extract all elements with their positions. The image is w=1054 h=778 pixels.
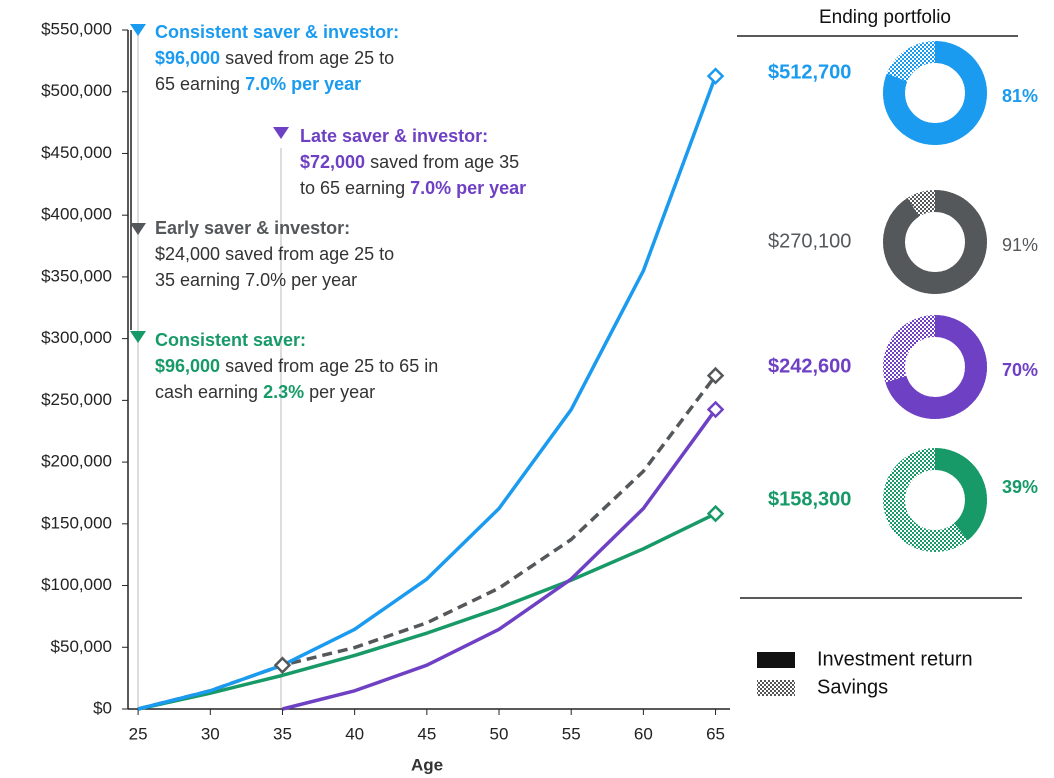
donut-return xyxy=(883,41,987,145)
y-tick-label: $150,000 xyxy=(41,513,112,532)
x-tick-label: 30 xyxy=(201,724,220,743)
portfolio-title: Ending portfolio xyxy=(819,7,951,28)
note-text: saved from age 25 to xyxy=(220,48,394,68)
note-title: Consistent saver & investor: xyxy=(155,22,399,42)
note-text: saved from age 25 to 65 in xyxy=(220,356,438,376)
y-tick-label: $450,000 xyxy=(41,143,112,162)
x-axis-label: Age xyxy=(411,755,443,774)
series-line xyxy=(137,512,717,711)
note-line: cash earning 2.3% per year xyxy=(155,382,375,402)
note-text: per year xyxy=(304,382,375,402)
series-line xyxy=(137,374,717,711)
y-tick-label: $550,000 xyxy=(41,19,112,38)
note-line: 35 earning 7.0% per year xyxy=(155,270,357,290)
x-tick-label: 60 xyxy=(634,724,653,743)
note-title: Consistent saver: xyxy=(155,330,306,350)
note-marker xyxy=(130,24,146,36)
portfolio-value: $242,600 xyxy=(768,355,851,377)
x-tick-label: 55 xyxy=(562,724,581,743)
portfolio-value: $270,100 xyxy=(768,230,851,252)
note-text: 7.0% per year xyxy=(245,74,361,94)
x-tick-label: 25 xyxy=(129,724,148,743)
y-tick-label: $250,000 xyxy=(41,390,112,409)
note-line: $24,000 saved from age 25 to xyxy=(155,244,394,264)
portfolio-value: $512,700 xyxy=(768,61,851,83)
y-tick-label: $0 xyxy=(93,698,112,717)
portfolio-pct: 39% xyxy=(1002,477,1038,497)
note-text: saved from age 35 xyxy=(365,152,519,172)
series-line xyxy=(282,408,717,711)
legend-swatch xyxy=(757,652,795,668)
x-tick-label: 35 xyxy=(273,724,292,743)
note-line: $96,000 saved from age 25 to 65 in xyxy=(155,356,438,376)
note-text: 35 earning 7.0% per year xyxy=(155,270,357,290)
y-tick-label: $400,000 xyxy=(41,205,112,224)
x-tick-label: 40 xyxy=(345,724,364,743)
donut-return xyxy=(883,190,987,294)
point-marker xyxy=(706,504,725,523)
portfolio-pct: 81% xyxy=(1002,86,1038,106)
note-line: to 65 earning 7.0% per year xyxy=(300,178,526,198)
note-text: 7.0% per year xyxy=(410,178,526,198)
x-tick-label: 50 xyxy=(490,724,509,743)
legend-swatch xyxy=(757,680,795,696)
note-text: $96,000 xyxy=(155,356,220,376)
note-text: 2.3% xyxy=(263,382,304,402)
donut-return xyxy=(883,448,987,552)
note-text: to 65 earning xyxy=(300,178,410,198)
point-marker xyxy=(706,366,725,385)
series-line xyxy=(137,75,718,711)
note-line: $72,000 saved from age 35 xyxy=(300,152,519,172)
note-marker xyxy=(273,127,289,139)
portfolio-pct: 70% xyxy=(1002,360,1038,380)
note-marker xyxy=(130,331,146,343)
note-title: Late saver & investor: xyxy=(300,126,488,146)
portfolio-pct: 91% xyxy=(1002,235,1038,255)
note-text: $72,000 xyxy=(300,152,365,172)
y-tick-label: $200,000 xyxy=(41,452,112,471)
point-marker xyxy=(706,400,725,419)
note-text: $24,000 saved from age 25 to xyxy=(155,244,394,264)
x-tick-label: 45 xyxy=(417,724,436,743)
note-line: $96,000 saved from age 25 to xyxy=(155,48,394,68)
legend-label: Investment return xyxy=(817,648,973,670)
point-marker xyxy=(273,656,292,674)
portfolio-value: $158,300 xyxy=(768,488,851,510)
y-tick-label: $50,000 xyxy=(51,637,112,656)
note-text: 65 earning xyxy=(155,74,245,94)
note-text: $96,000 xyxy=(155,48,220,68)
point-marker xyxy=(706,67,725,85)
x-tick-label: 65 xyxy=(706,724,725,743)
donut-return xyxy=(883,315,987,419)
y-tick-label: $100,000 xyxy=(41,575,112,594)
note-line: 65 earning 7.0% per year xyxy=(155,74,361,94)
y-tick-label: $300,000 xyxy=(41,328,112,347)
legend-label: Savings xyxy=(817,676,888,698)
y-tick-label: $350,000 xyxy=(41,266,112,285)
note-marker xyxy=(130,223,146,235)
y-tick-label: $500,000 xyxy=(41,81,112,100)
note-title: Early saver & investor: xyxy=(155,218,350,238)
note-text: cash earning xyxy=(155,382,263,402)
